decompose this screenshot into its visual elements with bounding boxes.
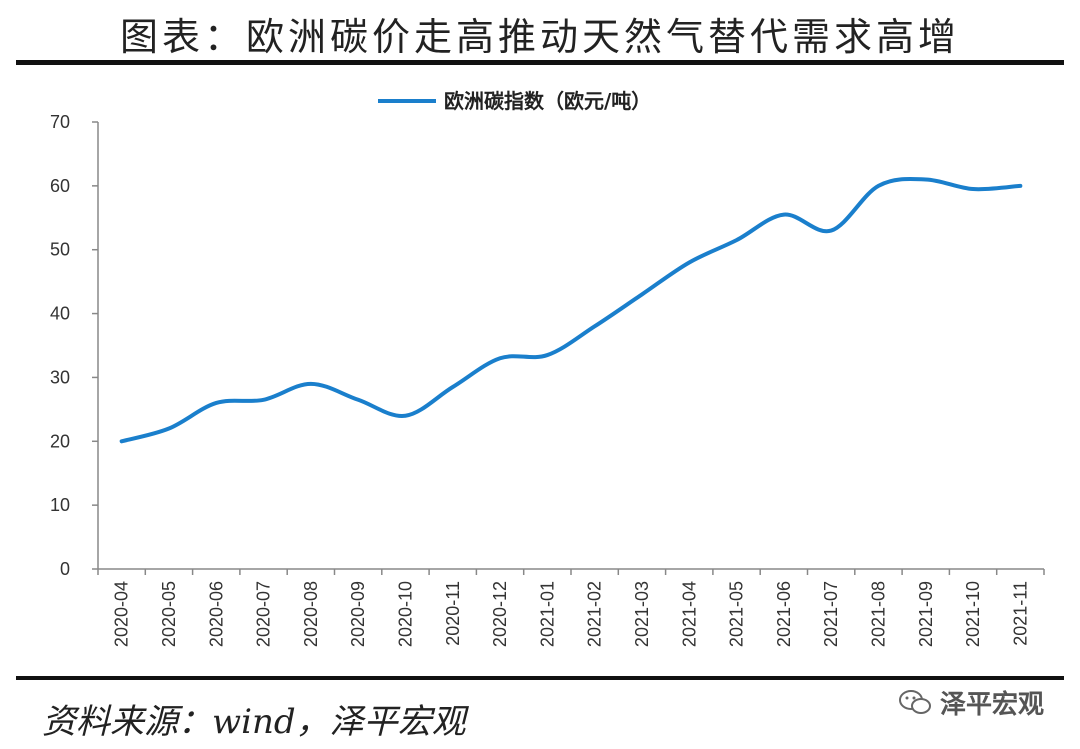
wechat-icon bbox=[899, 690, 931, 714]
x-tick-label: 2021-01 bbox=[537, 581, 557, 647]
y-tick-label: 10 bbox=[50, 495, 70, 515]
x-tick-label: 2021-03 bbox=[632, 581, 652, 647]
y-tick-labels: 0 10 20 30 40 50 60 70 bbox=[50, 112, 70, 579]
y-tick-label: 70 bbox=[50, 112, 70, 132]
chart-axes bbox=[92, 121, 1045, 575]
x-tick-label: 2021-05 bbox=[727, 581, 747, 647]
x-tick-label: 2021-11 bbox=[1010, 581, 1030, 646]
x-tick-label: 2021-09 bbox=[916, 581, 936, 647]
watermark-text: 泽平宏观 bbox=[940, 689, 1045, 720]
x-tick-label: 2021-06 bbox=[774, 581, 794, 647]
x-tick-label: 2020-05 bbox=[159, 581, 179, 647]
x-tick-label: 2020-11 bbox=[443, 581, 463, 646]
x-tick-label: 2020-07 bbox=[254, 581, 274, 647]
x-tick-label: 2020-06 bbox=[206, 581, 226, 647]
bottom-rule bbox=[16, 676, 1064, 680]
x-tick-labels: 2020-04 2020-05 2020-06 2020-07 2020-08 2020-… bbox=[112, 581, 1031, 647]
source-note: 资料来源：wind，泽平宏观 bbox=[42, 702, 466, 742]
x-tick-label: 2020-08 bbox=[301, 581, 321, 647]
y-tick-label: 0 bbox=[60, 559, 70, 579]
y-tick-label: 20 bbox=[50, 431, 70, 451]
y-tick-label: 30 bbox=[50, 367, 70, 387]
x-tick-label: 2021-10 bbox=[963, 581, 983, 647]
y-tick-label: 40 bbox=[50, 304, 70, 324]
x-tick-label: 2020-04 bbox=[112, 581, 132, 647]
x-tick-label: 2020-09 bbox=[348, 581, 368, 647]
x-tick-label: 2020-10 bbox=[395, 581, 415, 647]
series-line-carbon-index bbox=[119, 177, 1023, 444]
x-tick-label: 2021-04 bbox=[679, 581, 699, 647]
chart-legend: 欧洲碳指数（欧元/吨） bbox=[378, 89, 651, 113]
y-tick-label: 60 bbox=[50, 176, 70, 196]
x-tick-label: 2021-07 bbox=[821, 581, 841, 647]
legend-label: 欧洲碳指数（欧元/吨） bbox=[444, 89, 651, 113]
x-tick-label: 2021-08 bbox=[868, 581, 888, 647]
x-tick-label: 2020-12 bbox=[490, 581, 510, 647]
x-tick-label: 2021-02 bbox=[585, 581, 605, 647]
top-rule bbox=[16, 60, 1064, 65]
chart-title: 图表：欧洲碳价走高推动天然气替代需求高增 bbox=[119, 15, 960, 59]
watermark: 泽平宏观 bbox=[898, 682, 1044, 722]
y-tick-label: 50 bbox=[50, 240, 70, 260]
